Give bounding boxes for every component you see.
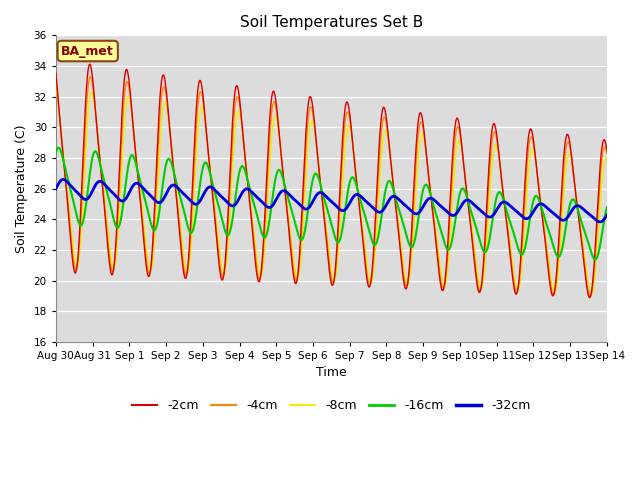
Text: BA_met: BA_met xyxy=(61,45,114,58)
Title: Soil Temperatures Set B: Soil Temperatures Set B xyxy=(240,15,423,30)
X-axis label: Time: Time xyxy=(316,367,347,380)
Legend: -2cm, -4cm, -8cm, -16cm, -32cm: -2cm, -4cm, -8cm, -16cm, -32cm xyxy=(127,394,536,417)
Y-axis label: Soil Temperature (C): Soil Temperature (C) xyxy=(15,124,28,253)
